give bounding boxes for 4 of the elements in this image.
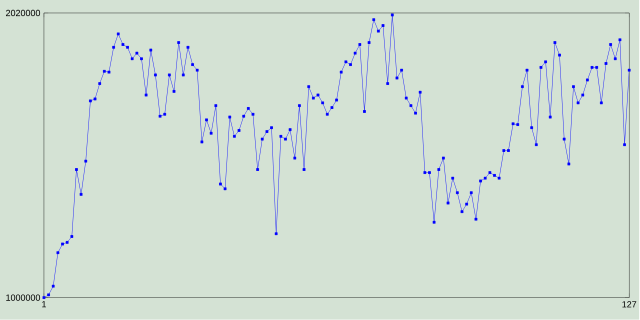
x-tick-label: 1 xyxy=(42,301,46,308)
y-tick-label: 1000000 xyxy=(6,294,40,301)
x-tick-label: 127 xyxy=(622,301,636,308)
y-tick-label: 2020000 xyxy=(6,10,40,16)
